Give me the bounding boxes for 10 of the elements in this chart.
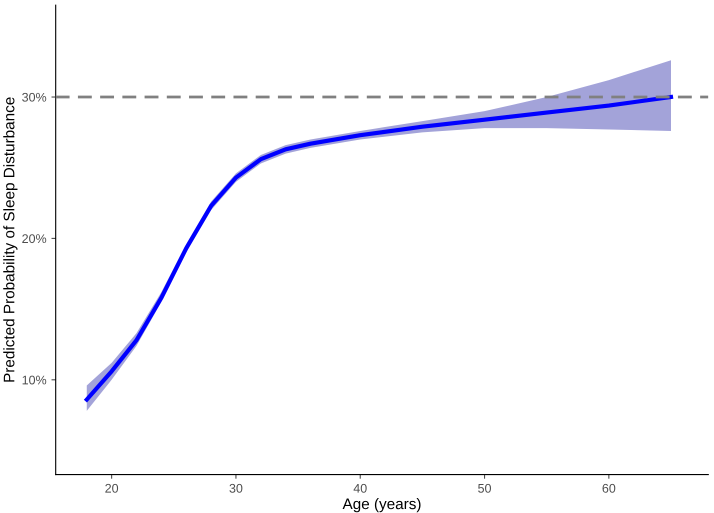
y-tick-label: 10%	[22, 376, 46, 384]
x-tick-label: 60	[602, 484, 616, 493]
x-tick-label: 50	[478, 484, 492, 493]
y-tick-label: 30%	[22, 92, 46, 102]
x-tick-label: 40	[354, 484, 367, 493]
x-tick-label: 20	[105, 484, 118, 493]
x-tick-label: 30	[229, 484, 242, 493]
y-tick-label: 20%	[22, 234, 46, 244]
x-axis-title: Age (years)	[342, 498, 421, 512]
y-axis-title: Predicted Probability of Sleep Disturbance	[3, 97, 18, 382]
